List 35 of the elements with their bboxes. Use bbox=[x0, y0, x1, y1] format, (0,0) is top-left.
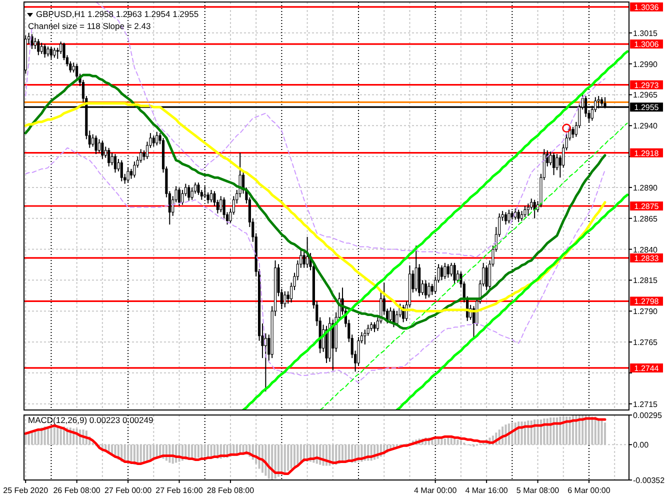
x-tick-label: 4 Mar 00:00 bbox=[414, 486, 458, 495]
y-tick-label: 1.2765 bbox=[633, 338, 658, 347]
x-tick-label: 26 Feb 08:00 bbox=[53, 486, 101, 495]
ref-line-label: 1.2798 bbox=[634, 297, 660, 306]
y-tick-label: 0.00 bbox=[633, 440, 650, 450]
y-tick-label: 1.3015 bbox=[633, 28, 658, 38]
text: Channel size = 118 Slope = 2.43 bbox=[28, 21, 151, 31]
x-tick-label: 5 Mar 08:00 bbox=[516, 486, 560, 495]
ref-line-label: 1.2973 bbox=[634, 80, 660, 90]
y-tick-label: 1.2890 bbox=[633, 183, 658, 192]
ref-line-label: 1.3036 bbox=[634, 2, 660, 12]
x-tick-label: 27 Feb 00:00 bbox=[104, 486, 152, 495]
x-tick-label: 6 Mar 00:00 bbox=[568, 486, 611, 495]
y-tick-label: -0.00352 bbox=[633, 476, 665, 485]
y-tick-label: 1.2840 bbox=[633, 245, 658, 254]
ref-line-label: 1.2918 bbox=[634, 148, 660, 158]
x-tick-label: 4 Mar 16:00 bbox=[465, 486, 508, 495]
x-tick-label: 28 Feb 08:00 bbox=[206, 486, 255, 495]
x-tick-label: 27 Feb 16:00 bbox=[156, 486, 204, 495]
text: GBPUSD,H1 1.2958 1.2963 1.2954 1.2955 bbox=[36, 9, 199, 19]
chart-title: MACD(12,26,9) 0.00223 0.00249 bbox=[28, 415, 154, 425]
y-tick-label: 1.2965 bbox=[633, 90, 658, 100]
ref-line-label: 1.2955 bbox=[634, 103, 660, 112]
y-tick-label: 1.2865 bbox=[633, 214, 658, 224]
ref-line-label: 1.2833 bbox=[634, 254, 660, 263]
y-tick-label: 1.2715 bbox=[633, 400, 658, 409]
y-tick-label: 0.00295 bbox=[633, 411, 662, 420]
ref-line-label: 1.2744 bbox=[634, 364, 660, 373]
y-tick-label: 1.2815 bbox=[633, 276, 658, 286]
y-tick-label: 1.2790 bbox=[633, 307, 658, 316]
x-tick-label: 25 Feb 2020 bbox=[3, 486, 49, 495]
ref-line-label: 1.2875 bbox=[634, 202, 660, 211]
y-tick-label: 1.2940 bbox=[633, 122, 658, 131]
ref-line-label: 1.3006 bbox=[634, 40, 660, 50]
y-tick-label: 1.2990 bbox=[633, 60, 658, 69]
